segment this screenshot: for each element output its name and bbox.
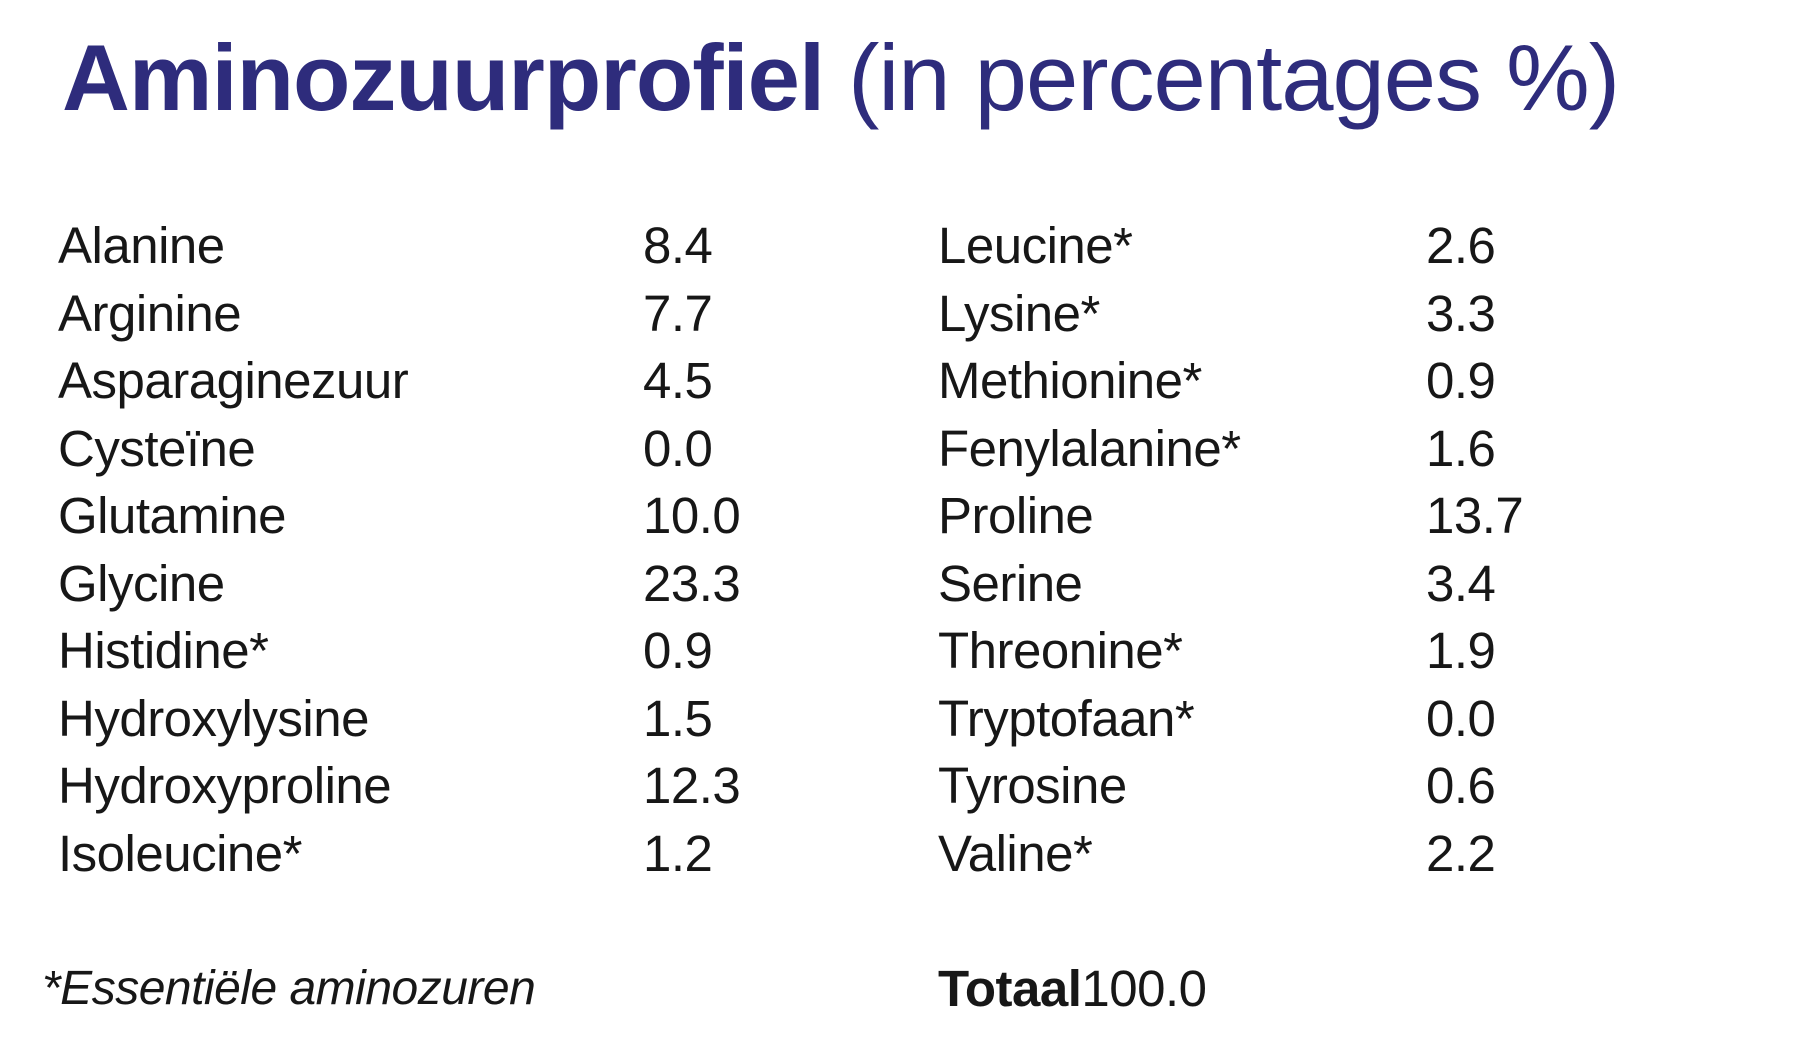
amino-acid-name: Isoleucine*	[58, 824, 303, 882]
amino-acid-value: 13.7	[1426, 487, 1524, 545]
table-row: Tryptofaan* 0.0	[938, 685, 1638, 753]
total-label: Totaal	[938, 960, 1082, 1018]
amino-acid-value: 7.7	[643, 284, 713, 342]
table-row: Proline 13.7	[938, 482, 1638, 550]
table-row: Glycine 23.3	[58, 550, 878, 618]
amino-acid-name: Fenylalanine*	[938, 419, 1241, 477]
amino-acid-value: 0.9	[1426, 352, 1496, 410]
amino-acid-value: 2.6	[1426, 217, 1496, 275]
table-row: Valine* 2.2	[938, 820, 1638, 888]
table-row: Glutamine 10.0	[58, 482, 878, 550]
amino-acid-name: Hydroxyproline	[58, 757, 392, 815]
amino-acid-value: 0.0	[1426, 689, 1496, 747]
table-row: Leucine* 2.6	[938, 212, 1638, 280]
essential-amino-acids-footnote: *Essentiële aminozuren	[42, 962, 536, 1016]
amino-acid-name: Threonine*	[938, 622, 1183, 680]
amino-acid-value: 1.2	[643, 824, 713, 882]
amino-acid-value: 1.5	[643, 689, 713, 747]
page-title-suffix: (in percentages %)	[848, 25, 1620, 130]
table-row: Fenylalanine* 1.6	[938, 415, 1638, 483]
table-row: Threonine* 1.9	[938, 617, 1638, 685]
table-row: Hydroxylysine 1.5	[58, 685, 878, 753]
page-title-main: Aminozuurprofiel	[62, 25, 825, 130]
amino-acid-value: 0.6	[1426, 757, 1496, 815]
amino-acid-name: Tryptofaan*	[938, 689, 1195, 747]
total-value: 100.0	[1081, 960, 1207, 1018]
amino-acid-value: 0.0	[643, 419, 713, 477]
amino-acid-table-right-column: Leucine* 2.6 Lysine* 3.3 Methionine* 0.9…	[938, 212, 1638, 887]
amino-acid-name: Proline	[938, 487, 1094, 545]
amino-acid-value: 12.3	[643, 757, 741, 815]
amino-acid-table-left-column: Alanine 8.4 Arginine 7.7 Asparaginezuur …	[58, 212, 878, 887]
table-row: Alanine 8.4	[58, 212, 878, 280]
table-row: Isoleucine* 1.2	[58, 820, 878, 888]
amino-acid-name: Serine	[938, 554, 1083, 612]
amino-acid-name: Histidine*	[58, 622, 269, 680]
amino-acid-name: Glutamine	[58, 487, 286, 545]
amino-acid-value: 0.9	[643, 622, 713, 680]
table-row: Arginine 7.7	[58, 280, 878, 348]
amino-acid-name: Asparaginezuur	[58, 352, 409, 410]
amino-acid-value: 8.4	[643, 217, 713, 275]
table-row: Lysine* 3.3	[938, 280, 1638, 348]
amino-acid-value: 3.3	[1426, 284, 1496, 342]
amino-acid-value: 10.0	[643, 487, 741, 545]
table-row: Methionine* 0.9	[938, 347, 1638, 415]
amino-acid-name: Hydroxylysine	[58, 689, 369, 747]
amino-acid-name: Arginine	[58, 284, 242, 342]
amino-acid-name: Methionine*	[938, 352, 1202, 410]
amino-acid-value: 1.6	[1426, 419, 1496, 477]
table-row: Serine 3.4	[938, 550, 1638, 618]
table-row: Hydroxyproline 12.3	[58, 752, 878, 820]
amino-acid-name: Lysine*	[938, 284, 1100, 342]
amino-acid-value: 23.3	[643, 554, 741, 612]
table-row: Tyrosine 0.6	[938, 752, 1638, 820]
table-row: Asparaginezuur 4.5	[58, 347, 878, 415]
amino-acid-value: 3.4	[1426, 554, 1496, 612]
amino-acid-name: Cysteïne	[58, 419, 256, 477]
amino-acid-value: 2.2	[1426, 824, 1496, 882]
page-title: Aminozuurprofiel (in percentages %)	[62, 22, 1620, 135]
amino-acid-value: 1.9	[1426, 622, 1496, 680]
total-row: Totaal 100.0	[938, 955, 1207, 1023]
amino-acid-name: Leucine*	[938, 217, 1133, 275]
amino-acid-name: Alanine	[58, 217, 225, 275]
table-row: Cysteïne 0.0	[58, 415, 878, 483]
table-row: Histidine* 0.9	[58, 617, 878, 685]
amino-acid-name: Valine*	[938, 824, 1093, 882]
amino-acid-value: 4.5	[643, 352, 713, 410]
amino-acid-name: Glycine	[58, 554, 225, 612]
amino-acid-name: Tyrosine	[938, 757, 1127, 815]
